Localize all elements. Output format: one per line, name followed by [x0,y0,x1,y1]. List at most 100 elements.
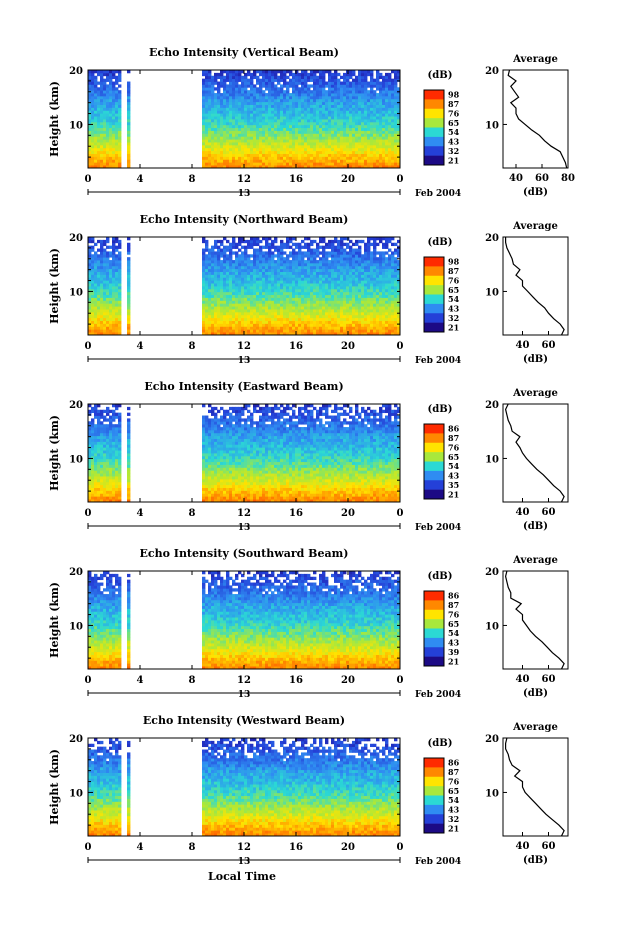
heatmap-cell [325,95,329,100]
heatmap-cell [106,294,110,298]
heatmap-cell [217,130,221,134]
heatmap-cell [103,251,107,255]
heatmap-cell [346,314,350,319]
heatmap-cell [235,245,239,249]
heatmap-cell [370,144,374,149]
heatmap-cell [277,254,281,258]
heatmap-cell [109,78,113,82]
heatmap-cell [241,291,245,296]
heatmap-cell [127,84,131,88]
heatmap-cell [223,107,227,111]
heatmap-cell [103,260,107,264]
heatmap-cell [394,127,398,131]
heatmap-cell [391,70,395,74]
heatmap-cell [241,283,245,287]
heatmap-cell [205,297,209,301]
heatmap-cell [253,144,257,149]
heatmap-cell [127,317,131,321]
heatmap-cell [355,110,359,114]
heatmap-cell [217,104,221,108]
heatmap-cell [313,317,317,321]
heatmap-cell [322,139,326,143]
heatmap-cell [304,274,308,278]
heatmap-cell [295,329,299,333]
heatmap-cell [226,268,230,272]
heatmap-cell [286,70,290,74]
heatmap-cell [352,78,356,82]
heatmap-cell [256,309,260,313]
heatmap-cell [97,306,101,310]
heatmap-cell [217,251,221,255]
heatmap-cell [316,70,320,74]
heatmap-cell [253,98,257,103]
heatmap-cell [340,323,344,327]
heatmap-cell [100,271,104,275]
heatmap-cell [256,265,260,270]
heatmap-cell [205,323,209,327]
heatmap-cell [220,294,224,298]
heatmap-cell [385,159,389,163]
heatmap-cell [118,239,122,244]
heatmap-cell [334,254,338,258]
heatmap-cell [310,119,314,123]
heatmap-cell [238,268,242,272]
heatmap-cell [397,72,401,77]
heatmap-cell [256,150,260,154]
heatmap-cell [250,75,254,80]
heatmap-cell [109,314,113,319]
heatmap-cell [310,156,314,160]
heatmap-cell [373,288,377,293]
heatmap-cell [313,239,317,244]
heatmap-cell [223,303,227,307]
heatmap-cell [322,237,326,241]
heatmap-cell [118,300,122,304]
heatmap-cell [106,268,110,272]
heatmap-cell [358,283,362,287]
heatmap-cell [382,320,386,324]
heatmap-cell [358,84,362,88]
heatmap-cell [118,283,122,287]
heatmap-cell [307,294,311,298]
heatmap-cell [349,144,353,149]
heatmap-cell [262,162,266,166]
heatmap-cell [214,104,218,108]
heatmap-cell [235,165,239,169]
heatmap-cell [250,303,254,307]
heatmap-cell [202,127,206,131]
heatmap-cell [346,87,350,91]
heatmap-cell [328,265,332,270]
heatmap-cell [388,93,392,97]
heatmap-cell [313,323,317,327]
heatmap-cell [292,165,296,169]
heatmap-cell [304,75,308,80]
heatmap-cell [364,72,368,77]
heatmap-cell [286,294,290,298]
heatmap-cell [301,75,305,80]
heatmap-cell [370,260,374,264]
heatmap-cell [283,326,287,330]
heatmap-cell [106,165,110,169]
heatmap-cell [244,127,248,131]
heatmap-cell [382,291,386,296]
heatmap-cell [310,101,314,105]
heatmap-cell [244,257,248,261]
heatmap-cell [301,251,305,255]
heatmap-cell [370,142,374,146]
heatmap-cell [244,260,248,264]
heatmap-cell [358,121,362,126]
heatmap-cell [325,311,329,316]
heatmap-cell [349,271,353,275]
heatmap-cell [112,150,116,154]
heatmap-cell [292,271,296,275]
heatmap-cell [367,95,371,100]
heatmap-cell [283,242,287,247]
heatmap-cell [94,277,98,281]
heatmap-cell [388,90,392,94]
heatmap-cell [214,136,218,140]
heatmap-cell [319,147,323,152]
heatmap-cell [340,317,344,321]
heatmap-cell [100,165,104,169]
heatmap-cell [217,260,221,264]
heatmap-cell [310,309,314,313]
heatmap-cell [97,332,101,336]
